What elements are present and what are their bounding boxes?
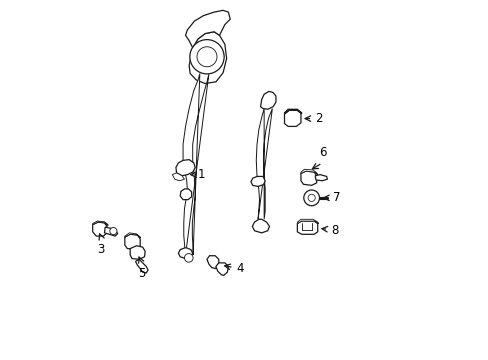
Polygon shape [104,227,118,236]
Circle shape [307,194,315,202]
Polygon shape [185,10,230,48]
Polygon shape [178,248,192,258]
Polygon shape [250,176,264,186]
Polygon shape [172,173,184,181]
Text: 3: 3 [97,243,104,256]
Polygon shape [297,219,318,224]
Circle shape [303,190,319,206]
Polygon shape [260,91,275,109]
Polygon shape [93,222,107,236]
Text: 5: 5 [138,267,145,280]
Polygon shape [206,256,218,269]
Text: 1: 1 [198,168,205,181]
Text: 4: 4 [236,262,244,275]
Polygon shape [216,263,228,275]
Polygon shape [252,219,269,233]
Polygon shape [130,246,145,259]
Text: 2: 2 [314,112,322,125]
Polygon shape [256,109,272,219]
Polygon shape [315,175,326,181]
Polygon shape [176,159,195,176]
Polygon shape [124,233,141,238]
Circle shape [184,253,193,262]
Polygon shape [297,221,317,234]
Circle shape [189,40,224,74]
Circle shape [110,228,117,235]
Polygon shape [180,189,191,200]
Text: 7: 7 [332,192,340,204]
Polygon shape [300,169,317,175]
Text: 8: 8 [330,224,338,237]
Polygon shape [189,32,226,84]
Polygon shape [284,111,300,126]
Polygon shape [300,171,316,185]
Polygon shape [93,221,108,226]
Polygon shape [183,73,208,255]
Polygon shape [135,259,148,273]
Circle shape [197,47,217,67]
Polygon shape [124,234,140,249]
Polygon shape [284,109,301,114]
Text: 6: 6 [319,146,326,159]
